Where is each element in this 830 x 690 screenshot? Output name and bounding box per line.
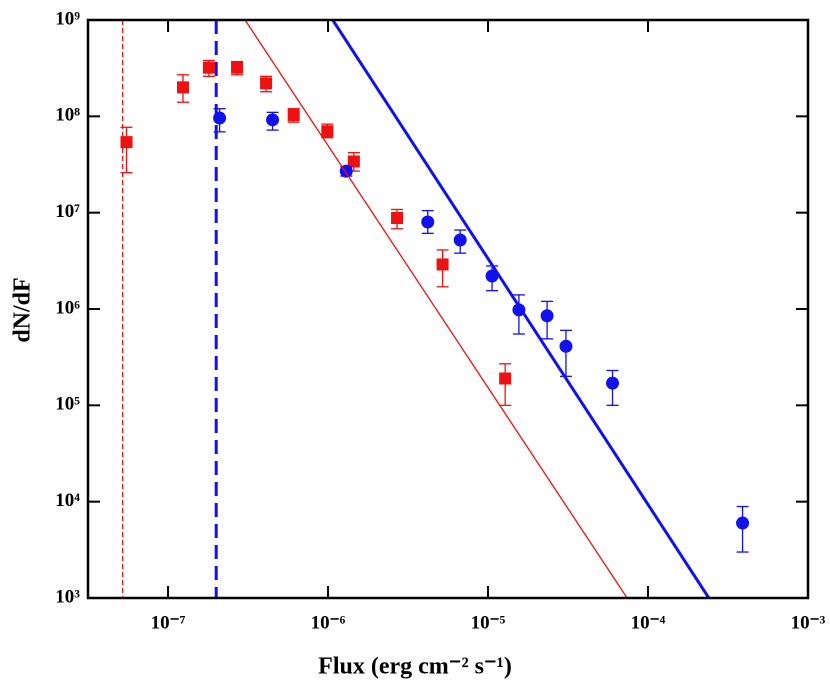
y-tick-label: 10³: [55, 586, 80, 607]
data-point: [231, 61, 244, 74]
data-point: [347, 155, 360, 168]
y-tick-label: 10⁶: [55, 297, 80, 318]
data-point: [540, 309, 554, 323]
y-tick-label: 10⁷: [55, 201, 80, 222]
data-point: [391, 212, 404, 225]
data-point: [213, 111, 227, 125]
x-tick-label: 10⁻⁶: [311, 612, 346, 633]
x-tick-label: 10⁻⁷: [151, 612, 186, 633]
data-point: [606, 376, 620, 390]
x-tick-label: 10⁻³: [791, 612, 826, 633]
plot-frame: [86, 18, 810, 600]
data-point: [499, 372, 512, 385]
data-point: [321, 125, 334, 138]
x-tick-label: 10⁻⁴: [631, 612, 666, 633]
data-point: [266, 113, 280, 127]
data-point: [436, 258, 449, 271]
y-tick-label: 10⁵: [55, 394, 80, 415]
data-point: [559, 339, 573, 353]
error-bar: [120, 126, 133, 174]
power-law-line: [331, 20, 711, 598]
power-law-line: [244, 20, 628, 598]
x-tick-label: 10⁻⁵: [471, 612, 506, 633]
y-tick-label: 10⁸: [55, 105, 80, 126]
data-point: [736, 516, 750, 530]
y-axis-label: dN/dF: [10, 277, 36, 342]
y-tick-label: 10⁹: [55, 8, 80, 29]
error-bar: [499, 363, 512, 406]
data-point: [287, 109, 300, 122]
data-point: [453, 233, 467, 247]
data-point: [485, 269, 499, 283]
data-point: [260, 77, 273, 90]
plot-area: [120, 20, 750, 598]
data-point: [176, 81, 189, 94]
data-point: [120, 136, 133, 149]
x-axis-label: Flux (erg cm⁻² s⁻¹): [318, 654, 512, 680]
data-point: [202, 61, 215, 74]
y-tick-label: 10⁴: [55, 490, 80, 511]
data-point: [421, 215, 435, 229]
